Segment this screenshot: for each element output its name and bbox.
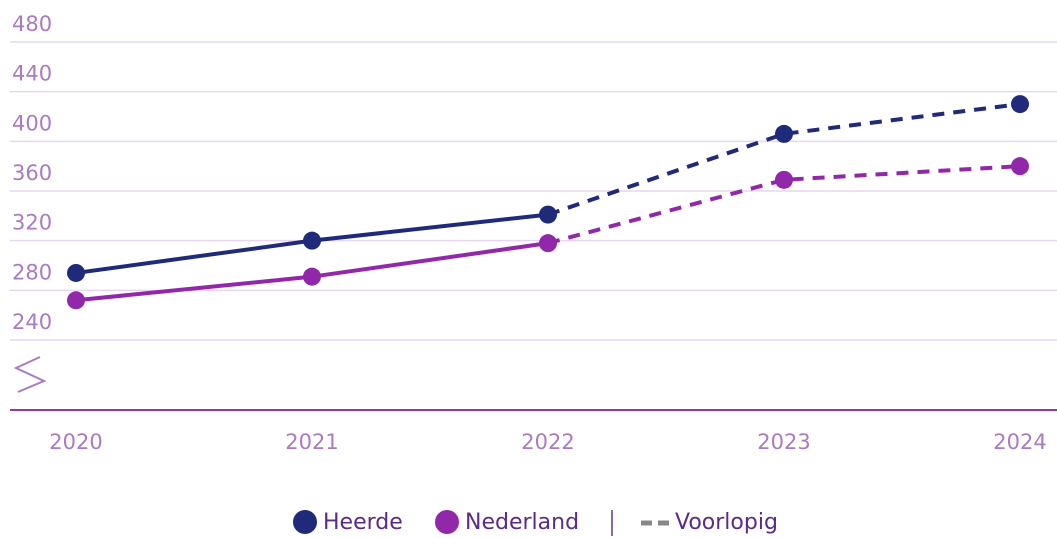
y-tick-label: 320	[12, 211, 52, 235]
data-point	[67, 291, 85, 310]
legend-label: Nederland	[465, 510, 579, 535]
series-line	[547, 102, 1021, 217]
data-point	[1011, 157, 1029, 176]
data-point	[775, 124, 793, 143]
x-tick-label: 2020	[49, 430, 102, 454]
data-point	[67, 263, 85, 282]
y-tick-label: 400	[12, 111, 52, 135]
y-tick-label: 280	[12, 260, 52, 284]
data-point	[539, 234, 557, 253]
y-tick-label: 240	[12, 310, 52, 334]
x-tick-label: 2022	[521, 430, 574, 454]
data-point	[775, 170, 793, 189]
data-point	[539, 205, 557, 224]
data-point	[303, 267, 321, 286]
legend-label: Voorlopig	[675, 510, 778, 535]
x-tick-label: 2021	[285, 430, 338, 454]
legend-swatch	[293, 510, 317, 534]
y-tick-label: 480	[12, 12, 52, 36]
axis-break	[13, 356, 47, 393]
legend-swatch	[435, 510, 459, 534]
legend-label: Heerde	[323, 510, 403, 535]
y-tick-label: 360	[12, 161, 52, 185]
x-tick-label: 2023	[757, 430, 810, 454]
y-tick-label: 440	[12, 62, 52, 86]
series-line	[547, 164, 1021, 246]
x-tick-label: 2024	[993, 430, 1046, 454]
data-point	[1011, 95, 1029, 114]
data-point	[303, 231, 321, 250]
